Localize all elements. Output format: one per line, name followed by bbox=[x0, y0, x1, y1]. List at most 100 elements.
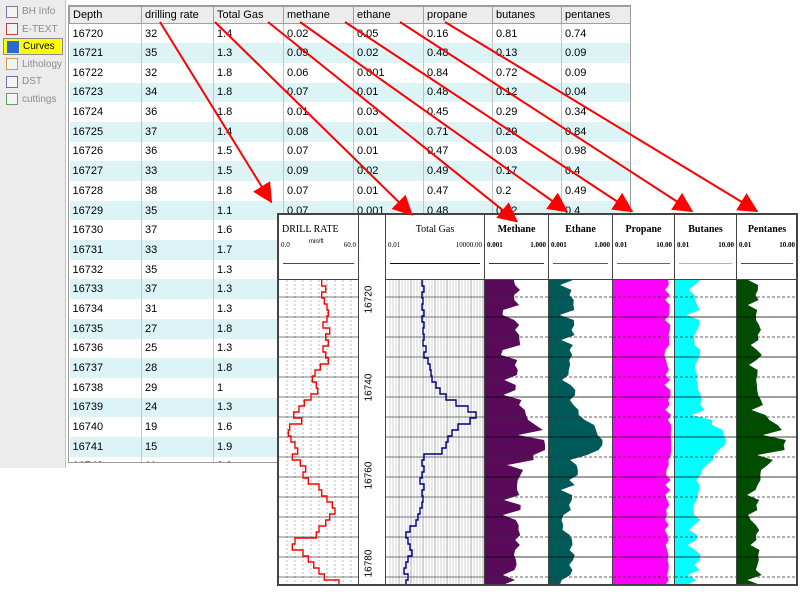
table-cell[interactable]: 35 bbox=[141, 200, 214, 221]
table-cell[interactable]: 27 bbox=[141, 318, 214, 339]
table-cell[interactable]: 16720 bbox=[69, 23, 142, 44]
table-cell[interactable]: 16721 bbox=[69, 43, 142, 63]
table-cell[interactable]: 0.72 bbox=[492, 62, 562, 83]
table-cell[interactable]: 0.04 bbox=[561, 82, 630, 103]
table-cell[interactable]: 0.45 bbox=[423, 102, 493, 122]
column-header[interactable]: Total Gas bbox=[213, 6, 284, 24]
sidebar-item-curves[interactable]: Curves bbox=[3, 38, 63, 55]
table-cell[interactable]: 16723 bbox=[69, 82, 142, 103]
table-row[interactable]: 16725 37 1.4 0.08 0.01 0.71 0.29 0.84 bbox=[69, 121, 630, 142]
table-cell[interactable]: 0.09 bbox=[283, 43, 354, 63]
table-cell[interactable]: 33 bbox=[141, 161, 214, 181]
table-cell[interactable]: 0.02 bbox=[353, 43, 424, 63]
table-cell[interactable]: 1.3 bbox=[213, 397, 284, 418]
table-row[interactable]: 16722 32 1.8 0.06 0.001 0.84 0.72 0.09 bbox=[69, 62, 630, 83]
table-cell[interactable]: 16734 bbox=[69, 299, 142, 319]
table-cell[interactable]: 16736 bbox=[69, 338, 142, 359]
table-cell[interactable]: 28 bbox=[141, 358, 214, 378]
table-cell[interactable]: 0.84 bbox=[561, 121, 630, 142]
table-cell[interactable]: 0.48 bbox=[423, 82, 493, 103]
table-cell[interactable]: 15 bbox=[141, 436, 214, 457]
sidebar-item-cuttings[interactable]: cuttings bbox=[3, 91, 63, 108]
table-cell[interactable]: 0.05 bbox=[353, 23, 424, 44]
table-cell[interactable]: 1.1 bbox=[213, 200, 284, 221]
table-cell[interactable]: 3.3 bbox=[213, 456, 284, 462]
table-cell[interactable]: 38 bbox=[141, 181, 214, 201]
table-cell[interactable]: 33 bbox=[141, 240, 214, 260]
table-cell[interactable]: 0.02 bbox=[353, 161, 424, 181]
table-cell[interactable]: 0.09 bbox=[561, 43, 630, 63]
table-cell[interactable]: 16735 bbox=[69, 318, 142, 339]
table-cell[interactable]: 16725 bbox=[69, 121, 142, 142]
column-header[interactable]: butanes bbox=[492, 6, 562, 24]
table-cell[interactable]: 0.07 bbox=[283, 141, 354, 162]
table-cell[interactable]: 0.49 bbox=[423, 161, 493, 181]
table-cell[interactable]: 16729 bbox=[69, 200, 142, 221]
column-header[interactable]: methane bbox=[283, 6, 354, 24]
table-cell[interactable]: 0.49 bbox=[561, 181, 630, 201]
table-cell[interactable]: 16732 bbox=[69, 259, 142, 280]
table-cell[interactable]: 35 bbox=[141, 259, 214, 280]
table-cell[interactable]: 0.34 bbox=[561, 102, 630, 122]
table-cell[interactable]: 0.07 bbox=[283, 82, 354, 103]
table-cell[interactable]: 0.06 bbox=[283, 62, 354, 83]
column-header[interactable]: ethane bbox=[353, 6, 424, 24]
table-cell[interactable]: 0.01 bbox=[353, 121, 424, 142]
table-cell[interactable]: 0.98 bbox=[561, 141, 630, 162]
table-cell[interactable]: 16724 bbox=[69, 102, 142, 122]
sidebar-item-e-text[interactable]: E-TEXT bbox=[3, 21, 63, 38]
table-row[interactable]: 16726 36 1.5 0.07 0.01 0.47 0.03 0.98 bbox=[69, 141, 630, 162]
table-row[interactable]: 16724 36 1.8 0.01 0.03 0.45 0.29 0.34 bbox=[69, 102, 630, 122]
table-cell[interactable]: 37 bbox=[141, 220, 214, 241]
table-cell[interactable]: 0.09 bbox=[561, 62, 630, 83]
table-cell[interactable]: 16740 bbox=[69, 417, 142, 437]
table-cell[interactable]: 1.4 bbox=[213, 121, 284, 142]
table-cell[interactable]: 1.8 bbox=[213, 318, 284, 339]
table-cell[interactable]: 0.12 bbox=[492, 82, 562, 103]
table-cell[interactable]: 16738 bbox=[69, 377, 142, 398]
table-cell[interactable]: 1.3 bbox=[213, 338, 284, 359]
table-cell[interactable]: 1 bbox=[213, 377, 284, 398]
table-cell[interactable]: 0.01 bbox=[353, 82, 424, 103]
table-cell[interactable]: 0.001 bbox=[353, 62, 424, 83]
table-cell[interactable]: 32 bbox=[141, 23, 214, 44]
table-row[interactable]: 16720 32 1.4 0.02 0.05 0.16 0.81 0.74 bbox=[69, 23, 630, 44]
table-cell[interactable]: 16742 bbox=[69, 456, 142, 462]
table-cell[interactable]: 0.01 bbox=[283, 102, 354, 122]
table-cell[interactable]: 31 bbox=[141, 299, 214, 319]
table-cell[interactable]: 16722 bbox=[69, 62, 142, 83]
table-cell[interactable]: 0.01 bbox=[353, 141, 424, 162]
table-cell[interactable]: 1.8 bbox=[213, 82, 284, 103]
table-cell[interactable]: 35 bbox=[141, 43, 214, 63]
table-cell[interactable]: 34 bbox=[141, 82, 214, 103]
table-cell[interactable]: 0.47 bbox=[423, 141, 493, 162]
table-cell[interactable]: 1.7 bbox=[213, 240, 284, 260]
table-cell[interactable]: 1.6 bbox=[213, 220, 284, 241]
column-header[interactable]: propane bbox=[423, 6, 493, 24]
table-cell[interactable]: 0.4 bbox=[561, 161, 630, 181]
table-cell[interactable]: 1.3 bbox=[213, 43, 284, 63]
table-cell[interactable]: 0.17 bbox=[492, 161, 562, 181]
table-cell[interactable]: 0.81 bbox=[492, 23, 562, 44]
table-cell[interactable]: 16737 bbox=[69, 358, 142, 378]
column-header[interactable]: drilling rate bbox=[141, 6, 214, 24]
table-cell[interactable]: 1.9 bbox=[213, 436, 284, 457]
table-cell[interactable]: 1.8 bbox=[213, 358, 284, 378]
table-cell[interactable]: 0.48 bbox=[423, 43, 493, 63]
table-cell[interactable]: 1.8 bbox=[213, 62, 284, 83]
table-cell[interactable]: 1.3 bbox=[213, 299, 284, 319]
sidebar-item-dst[interactable]: DST bbox=[3, 73, 63, 90]
table-cell[interactable]: 0.07 bbox=[283, 181, 354, 201]
table-cell[interactable]: 0.03 bbox=[353, 102, 424, 122]
table-cell[interactable]: 24 bbox=[141, 397, 214, 418]
table-cell[interactable]: 16730 bbox=[69, 220, 142, 241]
column-header[interactable]: pentanes bbox=[561, 6, 630, 24]
table-cell[interactable]: 32 bbox=[141, 62, 214, 83]
table-cell[interactable]: 0.01 bbox=[353, 181, 424, 201]
table-cell[interactable]: 0.74 bbox=[561, 23, 630, 44]
table-row[interactable]: 16727 33 1.5 0.09 0.02 0.49 0.17 0.4 bbox=[69, 161, 630, 181]
table-cell[interactable]: 36 bbox=[141, 141, 214, 162]
table-cell[interactable]: 29 bbox=[141, 377, 214, 398]
table-cell[interactable]: 1.8 bbox=[213, 102, 284, 122]
table-row[interactable]: 16721 35 1.3 0.09 0.02 0.48 0.13 0.09 bbox=[69, 43, 630, 63]
